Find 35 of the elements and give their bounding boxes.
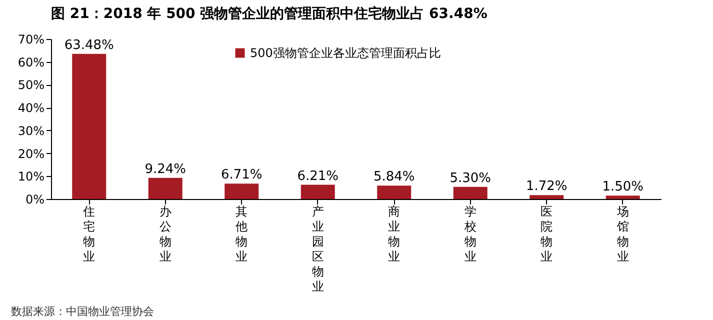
bar <box>377 186 412 199</box>
x-tick-label: 产业园区物业 <box>312 204 324 294</box>
x-tick-label: 办公物业 <box>159 204 172 264</box>
bar <box>148 178 182 199</box>
y-tick-label: 0% <box>25 192 44 206</box>
y-tick-label: 10% <box>18 170 44 184</box>
legend-label: 500强物管企业各业态管理面积占比 <box>250 46 441 60</box>
source-note: 数据来源：中国物业管理协会 <box>11 305 154 318</box>
x-tick-label: 医院物业 <box>540 204 553 264</box>
chart-title: 图 21：2018 年 500 强物管企业的管理面积中住宅物业占 63.48% <box>51 5 488 22</box>
x-tick-label: 场馆物业 <box>616 204 629 264</box>
bar <box>300 184 335 199</box>
data-label: 6.21% <box>297 168 339 184</box>
data-label: 1.50% <box>602 180 644 195</box>
data-label: 63.48% <box>64 38 114 53</box>
y-tick-label: 50% <box>18 78 44 92</box>
y-tick-label: 40% <box>18 101 44 116</box>
data-label: 1.72% <box>526 179 568 194</box>
bar <box>606 196 640 199</box>
bar <box>224 184 259 199</box>
y-tick-label: 60% <box>18 55 44 70</box>
x-tick-label: 其他物业 <box>236 204 248 264</box>
x-tick-label: 商业物业 <box>388 204 400 264</box>
bar <box>72 54 106 199</box>
x-tick-label: 住宅物业 <box>82 204 96 264</box>
data-label: 6.71% <box>220 168 262 183</box>
data-label: 5.30% <box>450 170 492 186</box>
data-label: 9.24% <box>144 162 186 177</box>
y-tick-label: 30% <box>18 124 44 138</box>
y-tick-label: 20% <box>18 146 44 161</box>
x-tick-label: 学校物业 <box>463 204 476 264</box>
bar <box>453 186 488 199</box>
data-label: 5.84% <box>373 170 415 185</box>
y-tick-label: 70% <box>18 32 44 46</box>
bar <box>530 195 564 199</box>
